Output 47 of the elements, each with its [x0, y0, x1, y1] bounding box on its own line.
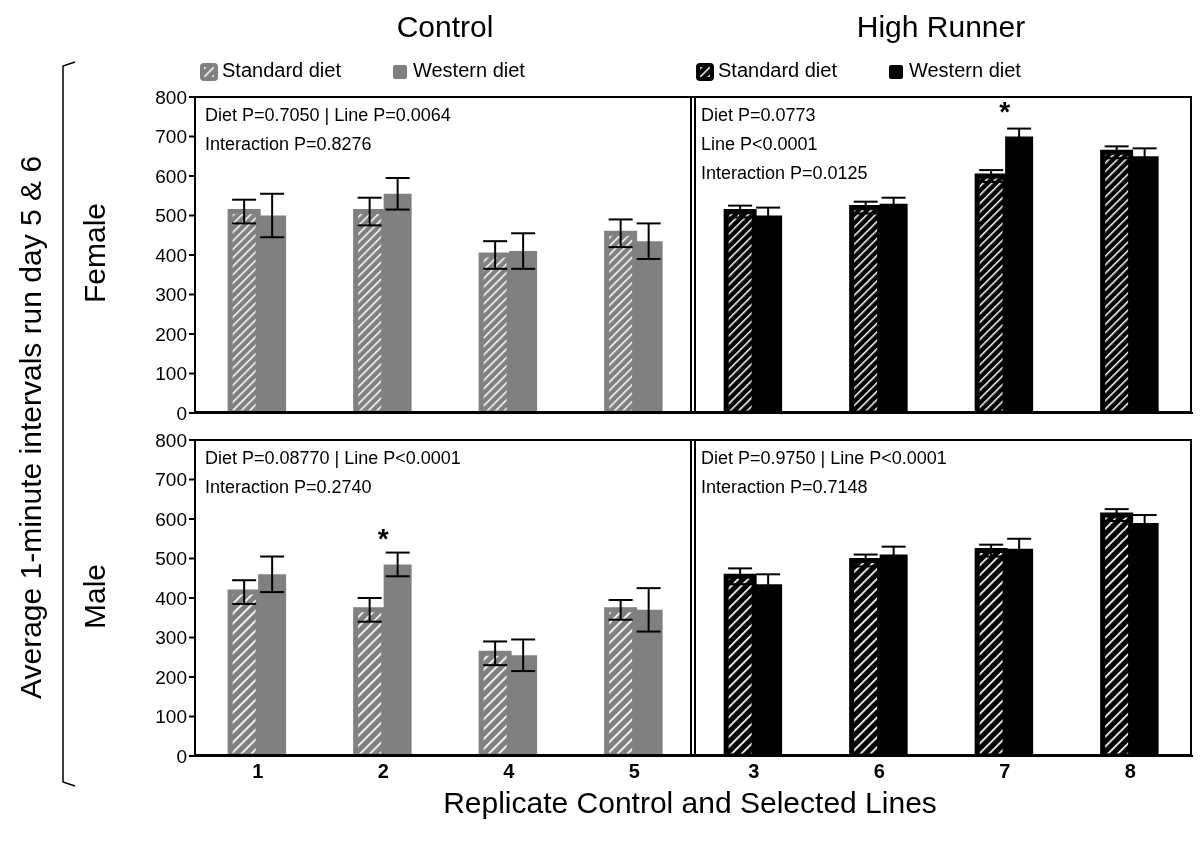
- annotation: Diet P=0.7050 | Line P=0.0064: [205, 104, 451, 127]
- y-tick-label: 0: [176, 745, 187, 767]
- y-tick-label: 700: [155, 469, 187, 491]
- y-tick-label: 0: [176, 402, 187, 424]
- y-tick-label: 500: [155, 548, 187, 570]
- y-axis-title: Average 1-minute intervals run day 5 & 6: [14, 154, 48, 702]
- text: Female: [78, 202, 112, 306]
- y-tick-label: 400: [155, 244, 187, 266]
- x-tick-label: 2: [377, 760, 389, 783]
- legend-label: Western diet: [908, 59, 1021, 82]
- y-tick-label: 200: [155, 323, 187, 345]
- x-tick-label: 6: [873, 760, 885, 783]
- chart-title: Control: [395, 10, 495, 44]
- annotation: Interaction P=0.7148: [701, 476, 869, 499]
- y-tick-label: 200: [155, 666, 187, 688]
- y-tick-label: 300: [155, 284, 187, 306]
- x-axis-title: Replicate Control and Selected Lines: [442, 786, 938, 820]
- y-tick-label: 800: [155, 86, 187, 108]
- legend-label: Western diet: [412, 59, 525, 82]
- y-tick-label: 600: [155, 165, 187, 187]
- x-tick-label: 7: [999, 760, 1011, 783]
- annotation: *: [999, 95, 1011, 127]
- y-tick-label: 400: [155, 587, 187, 609]
- chart-title: High Runner: [855, 10, 1027, 44]
- annotation: Line P<0.0001: [701, 133, 819, 156]
- legend-label: Standard diet: [717, 59, 837, 82]
- x-tick-label: 5: [628, 760, 640, 783]
- annotation: Interaction P=0.8276: [205, 133, 373, 156]
- y-tick-label: 800: [155, 429, 187, 451]
- y-tick-label: 100: [155, 363, 187, 385]
- x-tick-label: 8: [1124, 760, 1136, 783]
- annotation: Interaction P=0.0125: [701, 162, 868, 185]
- x-tick-label: 3: [748, 760, 760, 783]
- text: Male: [78, 562, 112, 631]
- y-tick-label: 600: [155, 508, 187, 530]
- annotation: Diet P=0.0773: [701, 104, 817, 127]
- y-tick-label: 300: [155, 627, 187, 649]
- annotation: *: [377, 523, 389, 555]
- annotation: Diet P=0.9750 | Line P<0.0001: [701, 447, 947, 470]
- annotation: Interaction P=0.2740: [205, 476, 373, 499]
- x-tick-label: 1: [252, 760, 264, 783]
- x-tick-label: 4: [503, 760, 516, 783]
- y-tick-label: 100: [155, 706, 187, 728]
- legend-label: Standard diet: [221, 59, 341, 82]
- y-tick-label: 500: [155, 205, 187, 227]
- annotation: Diet P=0.08770 | Line P<0.0001: [205, 447, 461, 470]
- y-tick-label: 700: [155, 126, 187, 148]
